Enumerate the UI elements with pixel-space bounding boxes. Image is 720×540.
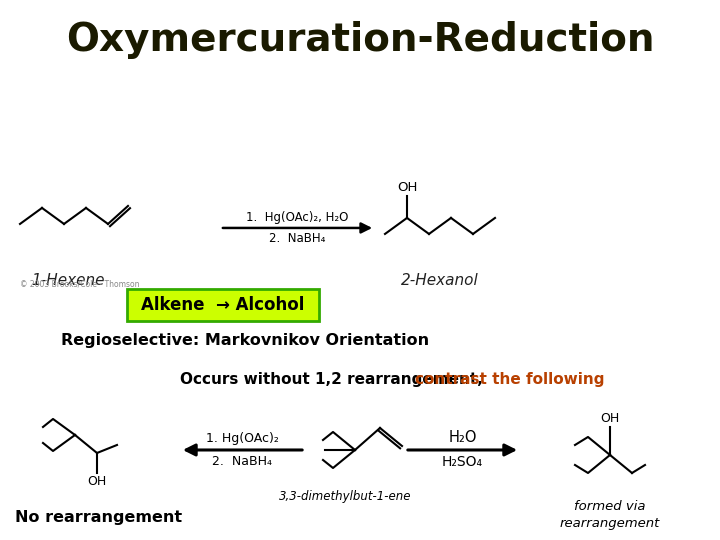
FancyBboxPatch shape — [127, 289, 319, 321]
Text: Occurs without 1,2 rearrangement,: Occurs without 1,2 rearrangement, — [180, 372, 488, 387]
Text: Alkene  → Alcohol: Alkene → Alcohol — [141, 296, 305, 314]
Text: 2.  NaBH₄: 2. NaBH₄ — [269, 232, 325, 245]
Text: OH: OH — [397, 181, 417, 194]
Text: 2.  NaBH₄: 2. NaBH₄ — [212, 455, 272, 468]
Text: 1-Hexene: 1-Hexene — [31, 273, 104, 288]
Text: 1.  Hg(OAc)₂, H₂O: 1. Hg(OAc)₂, H₂O — [246, 211, 348, 224]
Text: 2-Hexanol: 2-Hexanol — [401, 273, 479, 288]
Text: Regioselective: Markovnikov Orientation: Regioselective: Markovnikov Orientation — [61, 333, 429, 348]
Text: Oxymercuration-Reduction: Oxymercuration-Reduction — [66, 21, 654, 59]
Text: OH: OH — [87, 475, 107, 488]
Text: © 2003 Brooks/Cole - Thomson: © 2003 Brooks/Cole - Thomson — [20, 280, 140, 289]
Text: No rearrangement: No rearrangement — [15, 510, 182, 525]
Text: OH: OH — [600, 412, 620, 425]
Text: contrast the following: contrast the following — [415, 372, 605, 387]
Text: 1. Hg(OAc)₂: 1. Hg(OAc)₂ — [206, 432, 279, 445]
Text: H₂O: H₂O — [449, 430, 477, 445]
Text: formed via
rearrangement: formed via rearrangement — [560, 500, 660, 530]
Text: H₂SO₄: H₂SO₄ — [442, 455, 483, 469]
Text: 3,3-dimethylbut-1-ene: 3,3-dimethylbut-1-ene — [279, 490, 411, 503]
